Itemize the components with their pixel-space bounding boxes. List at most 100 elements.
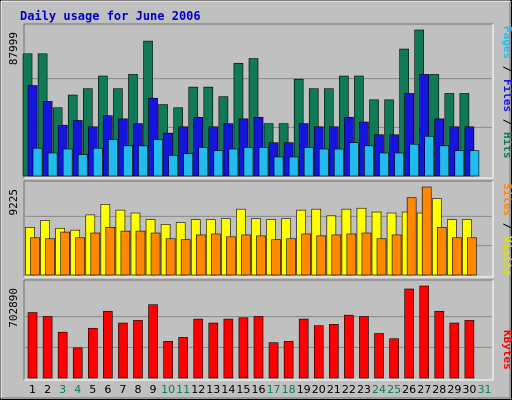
bar-kbytes-day-30 [464,320,475,379]
legend-item: / [501,216,512,236]
bar-pages-day-29 [454,150,465,177]
panel-top: 87999 Pages / Files / Hits [7,23,512,179]
bar-sites-day-21 [331,234,342,276]
x-label-day-27: 27 [417,383,431,396]
bar-pages-day-25 [394,152,404,177]
x-label-day-13: 13 [206,383,220,396]
bar-kbytes-day-19 [298,318,309,379]
x-label-day-23: 23 [357,383,371,396]
bar-pages-day-4 [77,154,88,177]
bar-kbytes-day-5 [87,327,98,379]
bar-pages-day-3 [62,148,73,177]
y-max-label: 87999 [7,32,20,65]
bar-files-day-27 [419,74,430,177]
bar-sites-day-13 [211,233,221,276]
bar-sites-day-23 [361,232,372,276]
bar-pages-day-1 [32,147,43,177]
bar-kbytes-day-15 [238,317,249,379]
bar-pages-day-19 [303,147,314,177]
chart-panels: 87999 Pages / Files / Hits 9225 Sites / Vis… [7,23,512,381]
bar-sites-day-17 [271,239,281,276]
bar-pages-day-10 [168,155,178,177]
x-label-day-28: 28 [432,383,446,396]
bar-pages-day-12 [198,147,209,177]
bar-files-day-26 [404,93,414,177]
x-label-day-6: 6 [104,383,111,396]
bar-sites-day-27 [421,186,432,276]
legend-middle: Sites / Visits [501,183,512,276]
legend-item: Visits [501,236,512,276]
bar-kbytes-day-29 [449,322,460,379]
bar-sites-day-20 [316,235,327,276]
bar-sites-day-6 [105,227,116,276]
bar-pages-day-26 [409,143,419,177]
legend-item: Files [501,79,512,112]
bar-sites-day-2 [45,238,55,276]
x-label-day-31: 31 [477,383,491,396]
bar-kbytes-day-7 [118,322,128,379]
x-label-day-30: 30 [462,383,476,396]
bar-pages-day-30 [469,150,480,177]
bar-kbytes-day-27 [419,285,430,379]
bar-pages-day-16 [258,147,269,177]
bar-pages-day-27 [424,136,435,177]
legend-item: Pages [501,26,512,59]
bar-kbytes-day-11 [178,337,188,379]
x-label-day-1: 1 [29,383,36,396]
x-label-day-24: 24 [372,383,386,396]
bar-kbytes-day-4 [72,347,83,379]
x-label-day-12: 12 [191,383,205,396]
bar-pages-day-21 [334,148,344,177]
x-label-day-7: 7 [119,383,126,396]
bar-kbytes-day-6 [103,310,113,379]
bar-sites-day-25 [391,234,402,276]
bar-sites-day-4 [75,237,86,276]
legend-bottom: KBytes [501,330,512,370]
bar-sites-day-26 [406,197,417,276]
bar-pages-day-14 [228,148,239,177]
x-label-day-19: 19 [297,383,311,396]
bar-kbytes-day-1 [27,312,38,379]
bar-kbytes-day-9 [148,304,158,379]
bar-pages-day-24 [379,152,389,177]
bar-sites-day-3 [60,231,70,276]
y-max-label: 9225 [7,189,20,216]
bar-sites-day-5 [90,232,101,276]
bar-pages-day-28 [439,145,450,177]
bar-kbytes-day-8 [133,320,143,379]
bar-sites-day-28 [436,227,447,276]
bar-sites-day-12 [195,234,206,276]
panel-middle: 9225 Sites / Visits [7,180,512,278]
bar-sites-day-16 [256,235,266,276]
bar-sites-day-10 [165,238,176,276]
x-label-day-21: 21 [327,383,341,396]
bar-kbytes-day-21 [329,324,339,379]
x-label-day-25: 25 [387,383,401,396]
bar-sites-day-7 [120,230,131,276]
x-label-day-22: 22 [342,383,356,396]
x-label-day-4: 4 [74,383,81,396]
bar-sites-day-19 [301,233,311,276]
bar-kbytes-day-23 [359,316,369,379]
bar-files-day-11 [178,126,188,177]
legend-item: / [501,59,512,79]
bar-sites-day-8 [135,230,146,276]
bar-pages-day-5 [92,147,103,177]
legend-item: KBytes [501,330,512,370]
bar-sites-day-29 [452,237,462,276]
legend-top: Pages / Files / Hits [501,26,512,159]
bar-kbytes-day-13 [208,322,219,379]
bar-sites-day-18 [286,238,296,276]
bar-kbytes-day-2 [42,316,53,379]
x-label-day-17: 17 [267,383,281,396]
bar-sites-day-1 [30,237,40,276]
bar-sites-day-24 [376,238,387,276]
bar-files-day-9 [148,97,158,177]
bar-pages-day-13 [213,150,224,177]
x-axis-labels: 1 2 3 4 5 6 7 8 9 10 11 12 13 14 15 16 17 18 19 20 21 22 23 24 2… [29,383,491,396]
bar-kbytes-day-14 [223,318,234,379]
x-label-day-9: 9 [150,383,157,396]
bar-files-day-16 [253,116,264,177]
x-label-day-3: 3 [59,383,66,396]
bar-pages-day-15 [243,147,254,177]
